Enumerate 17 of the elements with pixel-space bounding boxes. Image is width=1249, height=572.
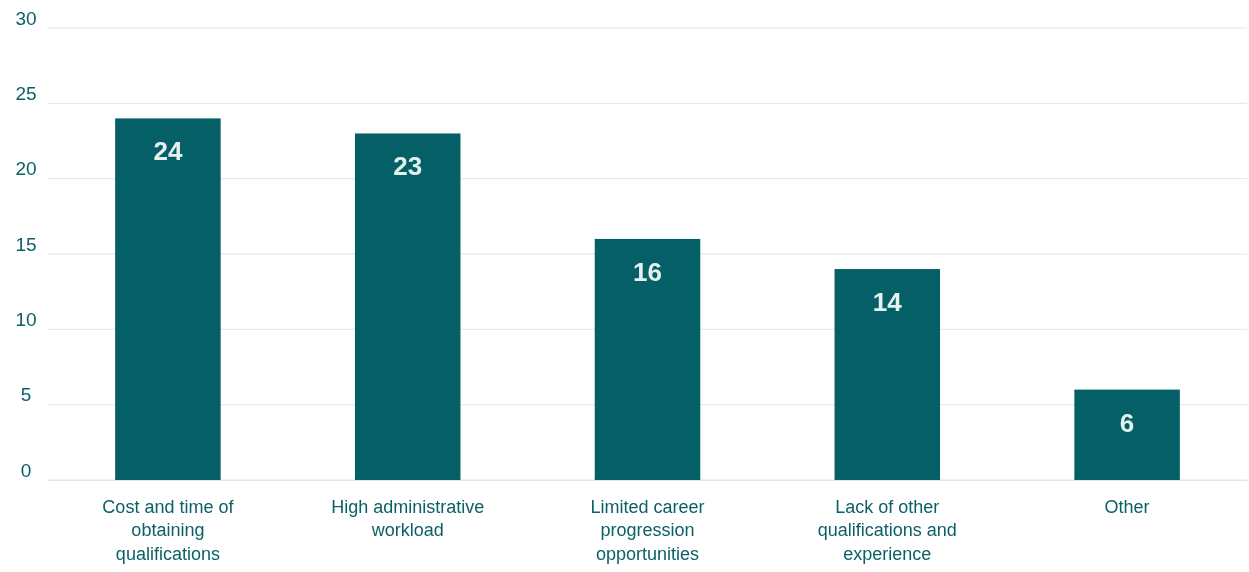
y-tick-label: 25 — [15, 83, 37, 105]
y-tick-label: 30 — [15, 7, 37, 29]
data-label: 23 — [393, 151, 423, 182]
y-tick-label: 10 — [15, 309, 37, 331]
data-label: 14 — [872, 287, 903, 318]
data-label: 16 — [633, 256, 662, 287]
y-tick-label: 15 — [15, 233, 37, 255]
x-tick-label: Cost and time of obtaining qualifications — [102, 496, 235, 564]
y-tick-label: 0 — [20, 459, 32, 481]
x-tick-label: Lack of other qualifications and experience — [817, 496, 957, 564]
y-tick-label: 5 — [20, 384, 32, 406]
x-tick-label: Other — [1104, 496, 1150, 517]
y-tick-label: 20 — [15, 158, 37, 180]
data-label: 6 — [1119, 407, 1135, 438]
x-tick-label: High administrative workload — [331, 496, 485, 541]
x-tick-label: Limited career progression opportunities — [590, 496, 705, 564]
data-label: 24 — [153, 136, 183, 167]
